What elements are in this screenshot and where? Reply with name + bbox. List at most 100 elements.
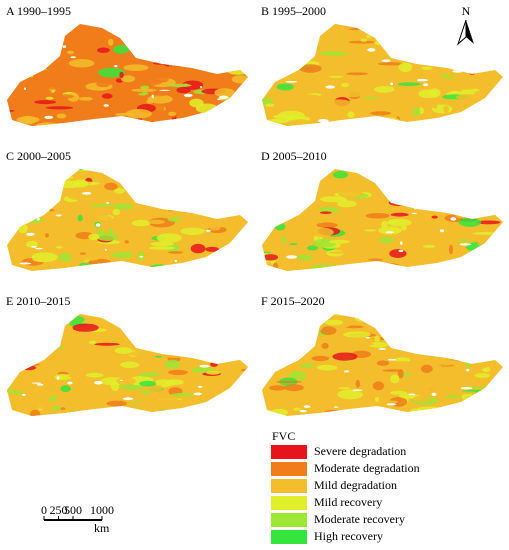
map-patch	[289, 243, 298, 246]
map-patch	[399, 328, 416, 333]
map-patch	[456, 209, 473, 219]
map-patch	[140, 85, 150, 90]
map-patch	[44, 346, 56, 352]
map-patch	[35, 169, 46, 173]
map-patch	[453, 197, 465, 205]
map-patch	[458, 114, 473, 118]
map-patch	[220, 114, 242, 124]
map-gap	[416, 78, 428, 82]
map-patch	[262, 265, 266, 269]
map-patch	[458, 112, 474, 118]
map-patch	[279, 34, 290, 44]
map-patch	[141, 315, 168, 319]
map-patch	[321, 342, 329, 349]
map-patch	[488, 238, 495, 249]
map-patch	[490, 314, 503, 316]
map-patch	[228, 339, 246, 349]
map-patch	[321, 335, 336, 342]
map-patch	[474, 373, 491, 378]
map-patch	[133, 330, 159, 339]
legend-label: Moderate degradation	[314, 461, 420, 475]
map-patch	[276, 83, 294, 91]
map-patch	[44, 174, 61, 177]
map-patch	[378, 117, 401, 125]
map-patch	[374, 336, 381, 342]
map-patch	[149, 188, 157, 196]
map-patch	[319, 211, 332, 214]
map-patch	[12, 173, 24, 179]
map-patch	[363, 229, 377, 232]
map-patch	[243, 25, 248, 30]
map-patch	[294, 36, 305, 46]
map-patch	[420, 26, 447, 32]
map-patch	[284, 384, 304, 392]
arrow-left	[456, 19, 467, 46]
map-patch	[418, 389, 437, 392]
map-patch	[268, 316, 275, 323]
map-patch	[14, 223, 29, 226]
map-patch	[434, 356, 458, 366]
map-patch	[15, 50, 29, 55]
map-patch	[199, 170, 209, 175]
map-patch	[148, 185, 171, 188]
map-patch	[262, 407, 275, 414]
map-patch	[0, 417, 19, 420]
map-patch	[210, 361, 218, 367]
map-patch	[468, 409, 495, 416]
map-patch	[462, 120, 477, 124]
map-patch	[465, 359, 471, 368]
map-gap	[453, 115, 462, 119]
map	[7, 24, 248, 126]
map-patch	[462, 411, 467, 414]
map-patch	[450, 182, 464, 188]
map-patch	[469, 72, 475, 75]
map-patch	[422, 244, 436, 248]
map-patch	[276, 182, 295, 190]
map-patch	[392, 412, 405, 416]
map-patch	[337, 389, 364, 400]
map-patch	[410, 25, 422, 33]
map-patch	[456, 331, 470, 339]
map-patch	[390, 212, 409, 217]
map-patch	[451, 119, 473, 126]
map-patch	[131, 219, 151, 227]
map-patch	[483, 104, 492, 109]
map-gap	[390, 82, 394, 86]
map-patch	[218, 391, 234, 398]
map-patch	[395, 338, 412, 348]
map-patch	[475, 205, 501, 212]
map-patch	[381, 400, 398, 404]
map-patch	[365, 314, 379, 318]
map-patch	[35, 122, 62, 126]
map-patch	[79, 109, 92, 113]
map-patch	[206, 370, 221, 375]
map-gap	[344, 370, 350, 373]
map-gap	[439, 229, 445, 233]
map-patch	[497, 248, 503, 251]
map-patch	[209, 224, 221, 231]
map-patch	[332, 352, 358, 361]
map-patch	[30, 363, 40, 366]
map-patch	[214, 317, 222, 320]
map-gap	[145, 348, 157, 350]
map-patch	[219, 406, 248, 410]
map-patch	[80, 414, 99, 416]
map-patch	[171, 309, 188, 312]
map-patch	[414, 216, 436, 226]
map-patch	[32, 26, 40, 30]
map-patch	[190, 243, 206, 254]
map-patch	[449, 123, 475, 126]
map-patch	[195, 397, 223, 402]
map-patch	[370, 111, 392, 116]
map-patch	[398, 62, 413, 73]
map-patch	[396, 122, 403, 126]
map-patch	[72, 323, 99, 332]
map-patch	[240, 38, 248, 45]
map-patch	[433, 45, 439, 53]
map-patch	[214, 353, 220, 357]
map-panel: D 2005–2010	[261, 149, 503, 271]
map-base	[262, 314, 503, 416]
map-gap	[413, 207, 417, 210]
map-patch	[94, 342, 120, 346]
map-patch	[402, 54, 419, 61]
